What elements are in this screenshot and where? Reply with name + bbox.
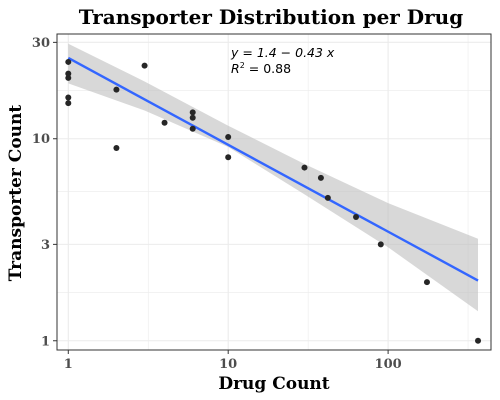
data-point xyxy=(161,119,168,126)
r-squared-label: R2 = 0.88 xyxy=(231,61,291,76)
data-point xyxy=(189,109,196,116)
x-tick-label: 100 xyxy=(375,357,402,372)
data-points xyxy=(65,58,482,344)
y-tick-label: 3 xyxy=(41,238,50,253)
x-axis-ticks: 1 10 100 xyxy=(64,350,402,372)
data-point xyxy=(189,114,196,121)
x-axis-title: Drug Count xyxy=(218,374,329,394)
chart-title: Transporter Distribution per Drug xyxy=(79,5,463,29)
data-point xyxy=(65,100,72,107)
y-tick-label: 30 xyxy=(32,36,50,51)
data-point xyxy=(225,154,232,161)
r-squared-superscript: 2 xyxy=(240,61,245,70)
panel-border xyxy=(56,33,492,351)
data-point xyxy=(141,62,148,69)
data-point xyxy=(65,94,72,101)
data-point xyxy=(113,144,120,151)
data-point xyxy=(317,174,324,181)
data-point xyxy=(65,74,72,81)
data-point xyxy=(475,337,482,344)
data-point xyxy=(225,134,232,141)
data-point xyxy=(377,241,384,248)
y-tick-label: 10 xyxy=(32,132,50,147)
x-tick-label: 1 xyxy=(64,357,73,372)
y-axis-title: Transporter Count xyxy=(6,105,26,282)
fit-annotation: y = 1.4 − 0.43 x R2 = 0.88 xyxy=(230,45,335,76)
y-tick-label: 1 xyxy=(41,334,50,349)
y-axis-ticks: 1 3 10 30 xyxy=(32,36,57,349)
data-point xyxy=(189,125,196,132)
regression-line xyxy=(67,56,479,282)
x-tick-label: 10 xyxy=(219,357,237,372)
data-point xyxy=(65,58,72,65)
data-point xyxy=(301,164,308,171)
confidence-ribbon xyxy=(68,43,479,312)
data-point xyxy=(65,70,72,77)
data-point xyxy=(324,194,331,201)
data-point xyxy=(113,86,120,93)
data-point xyxy=(353,213,360,220)
plot-panel xyxy=(56,33,492,351)
data-point xyxy=(423,279,430,286)
r-squared-value: = 0.88 xyxy=(245,61,291,76)
r-squared-symbol: R xyxy=(231,61,240,76)
equation-label: y = 1.4 − 0.43 x xyxy=(230,45,335,60)
